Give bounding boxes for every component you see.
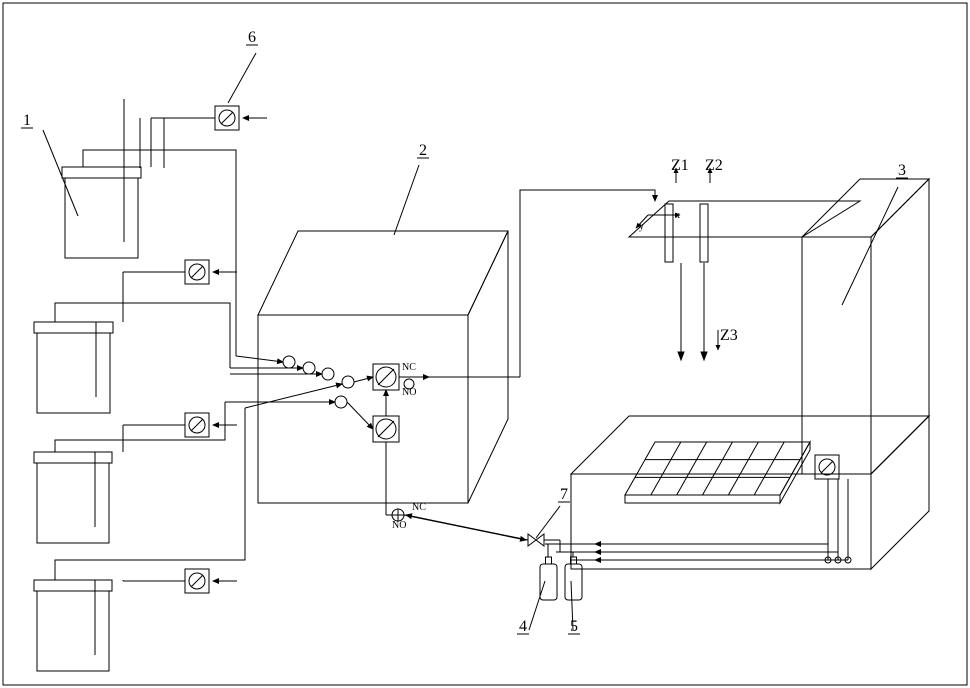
svg-text:4: 4 — [519, 618, 527, 635]
svg-text:y: y — [639, 221, 644, 232]
svg-text:7: 7 — [560, 486, 568, 503]
svg-text:3: 3 — [898, 162, 906, 179]
svg-text:Z2: Z2 — [705, 157, 723, 174]
svg-text:6: 6 — [248, 29, 256, 46]
svg-text:1: 1 — [23, 112, 31, 129]
svg-text:NO: NO — [392, 520, 406, 531]
svg-text:Z1: Z1 — [671, 157, 689, 174]
svg-text:NC: NC — [402, 362, 416, 373]
svg-text:NO: NO — [402, 387, 416, 398]
svg-text:x: x — [675, 210, 680, 221]
svg-text:2: 2 — [419, 142, 427, 159]
svg-text:NC: NC — [412, 502, 426, 513]
svg-text:5: 5 — [570, 618, 578, 635]
svg-text:Z3: Z3 — [720, 327, 738, 344]
